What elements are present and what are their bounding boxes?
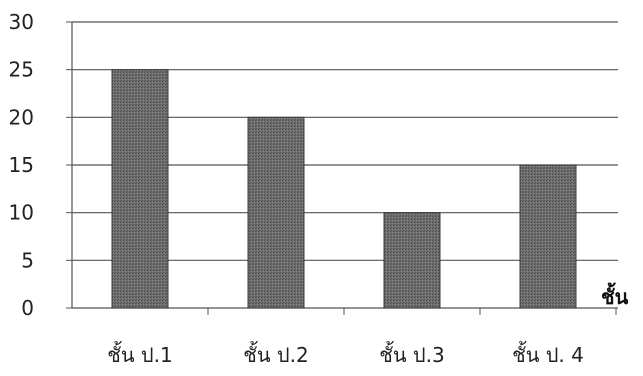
x-tick-label: ชั้น ป.3 <box>379 341 444 367</box>
bar-1 <box>111 69 169 309</box>
x-tick-label: ชั้น ป. 4 <box>512 341 584 367</box>
y-tick-label: 30 <box>9 10 34 34</box>
y-tick-label: 15 <box>9 153 34 177</box>
y-tick-label: 25 <box>9 58 34 82</box>
bar-2 <box>247 116 305 309</box>
y-tick-label: 10 <box>9 201 34 225</box>
bar-4 <box>519 164 577 309</box>
x-axis-title: ชั้น <box>601 282 629 309</box>
x-tick-label: ชั้น ป.1 <box>107 341 172 367</box>
bar-3 <box>383 212 441 309</box>
y-tick-label: 0 <box>21 296 34 320</box>
y-tick-label: 20 <box>9 105 34 129</box>
x-tick-label: ชั้น ป.2 <box>243 341 308 367</box>
y-tick-label: 5 <box>21 248 34 272</box>
tick-labels: 0 5 10 15 20 25 30 ชั้น ป.1 ชั้น ป.2 ชั้น ป.3 ชั้น… <box>9 10 584 367</box>
bars <box>111 69 577 309</box>
